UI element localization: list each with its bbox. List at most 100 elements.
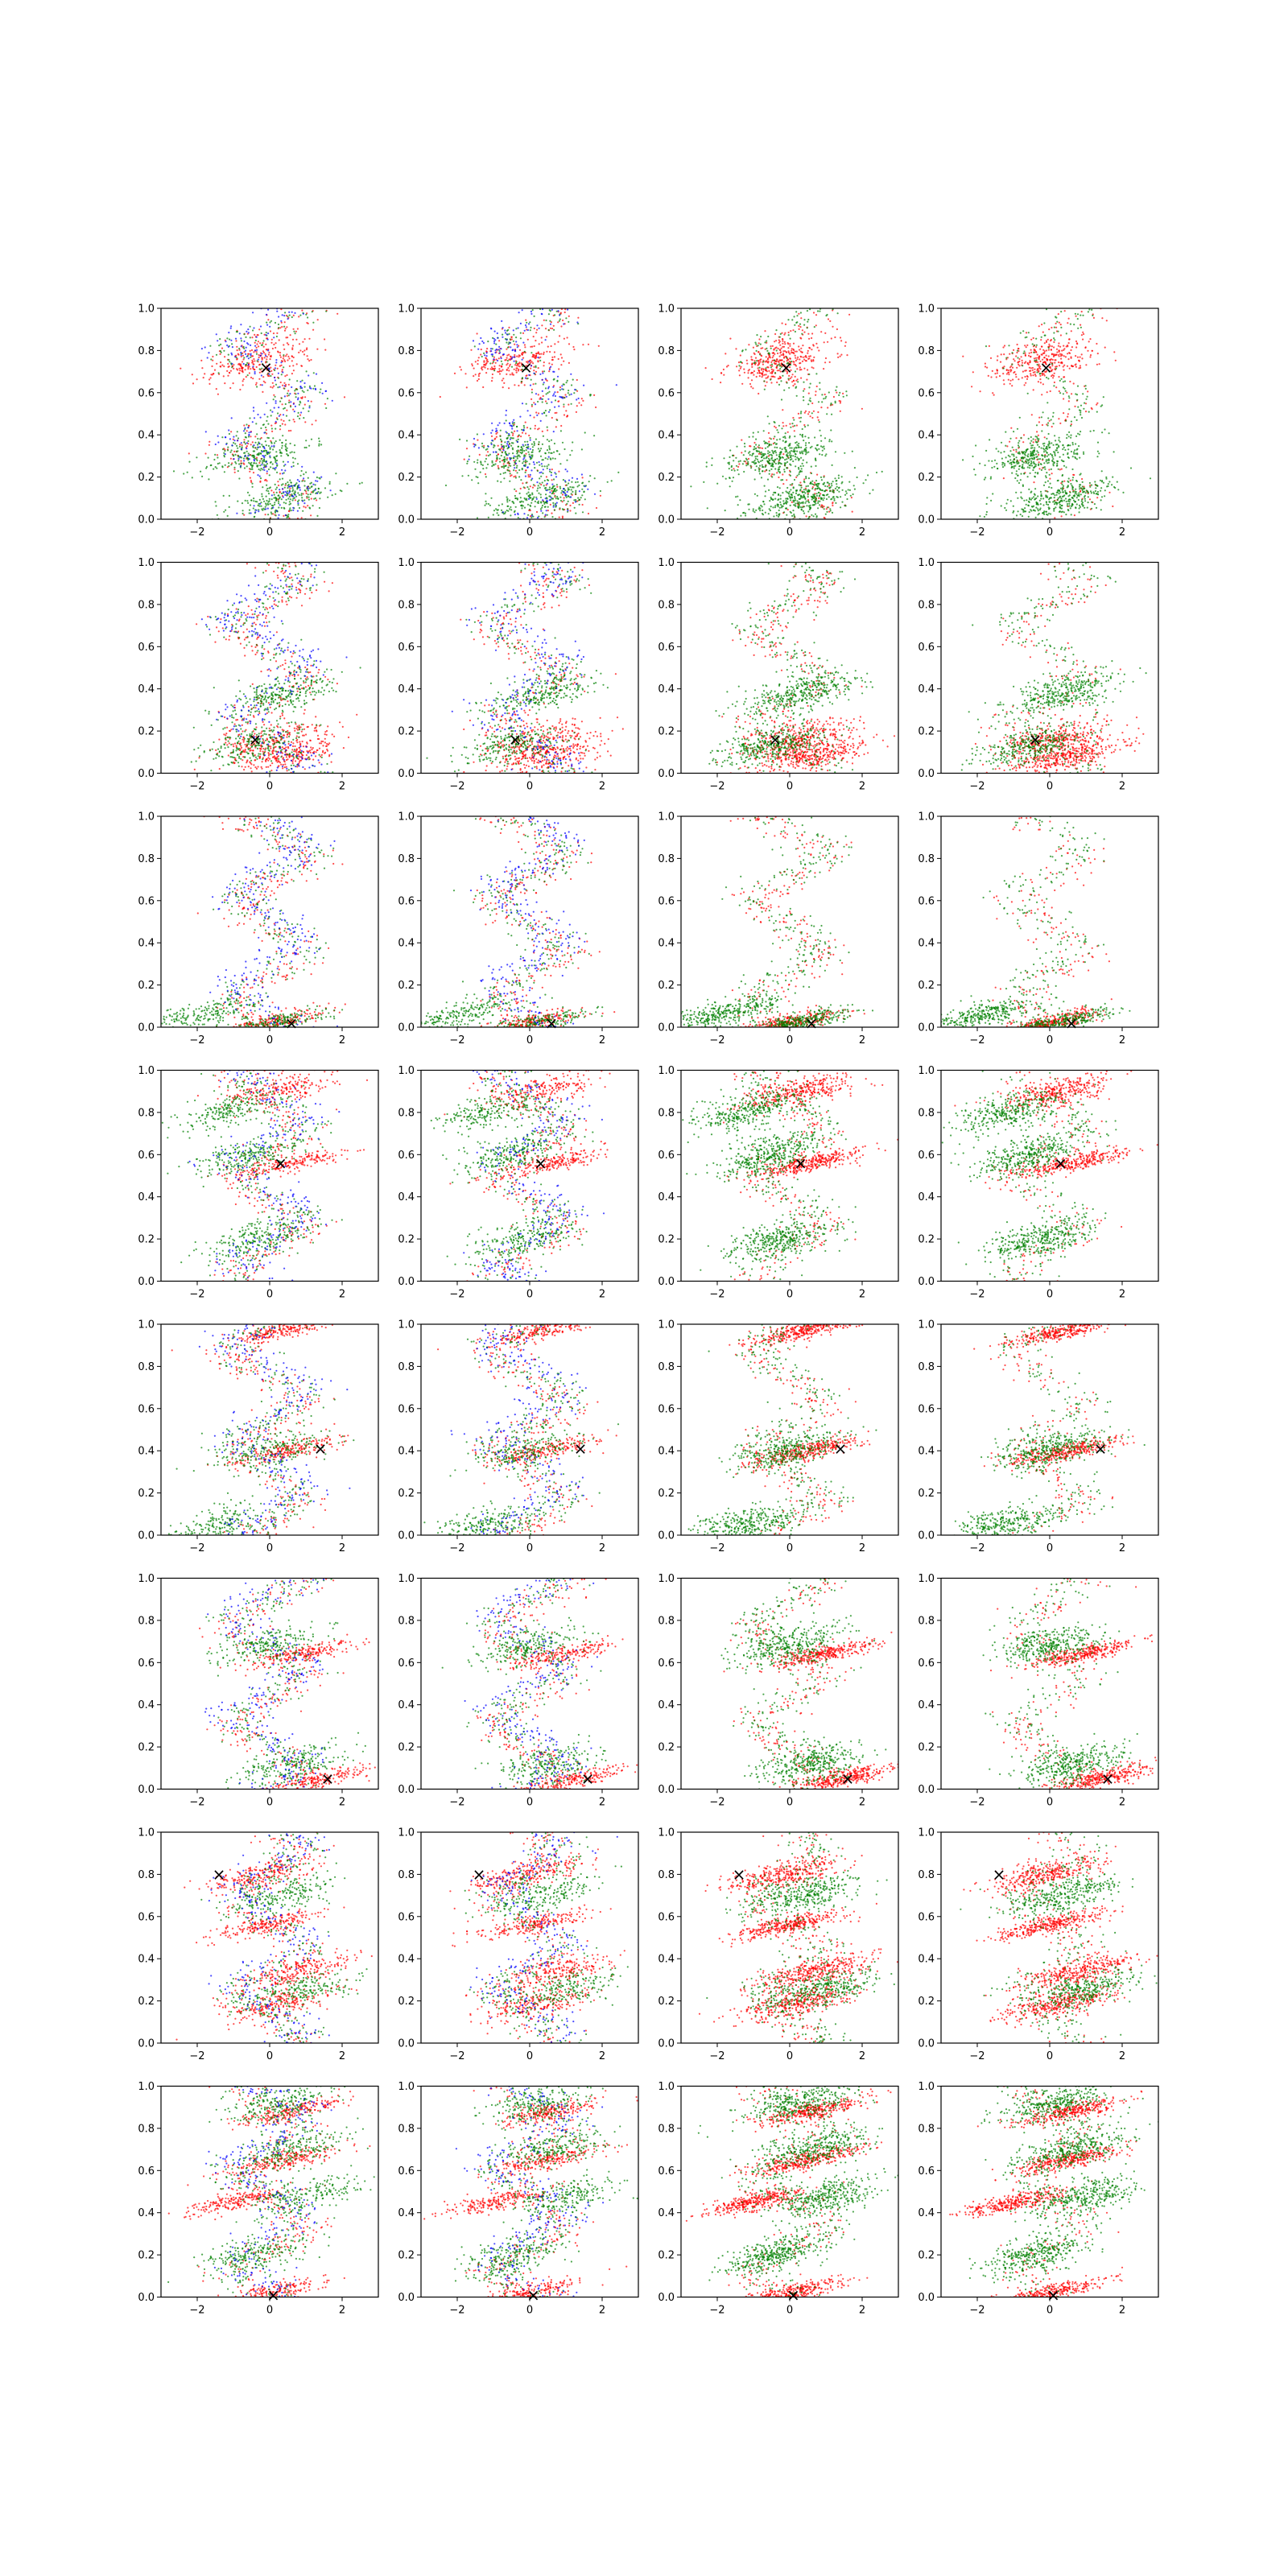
point xyxy=(1043,436,1046,439)
point xyxy=(816,310,819,312)
point xyxy=(551,483,554,485)
point xyxy=(249,477,251,479)
point xyxy=(1055,348,1059,350)
point xyxy=(253,351,255,353)
point xyxy=(291,499,294,502)
point xyxy=(544,410,547,412)
point xyxy=(335,473,337,475)
point xyxy=(1031,366,1034,369)
point xyxy=(801,351,803,353)
point xyxy=(278,484,280,487)
point xyxy=(760,504,762,507)
point xyxy=(254,349,257,352)
point xyxy=(214,501,217,503)
point xyxy=(496,429,498,432)
point xyxy=(289,452,291,454)
y-tick-label: 0.8 xyxy=(138,345,155,357)
point xyxy=(524,475,527,477)
point xyxy=(779,344,782,346)
point xyxy=(518,469,521,472)
point xyxy=(262,466,265,469)
point xyxy=(233,442,235,444)
point xyxy=(496,512,498,514)
point xyxy=(214,453,217,456)
point xyxy=(823,483,825,485)
point xyxy=(242,510,244,512)
point xyxy=(1055,365,1057,368)
point xyxy=(729,477,731,480)
point xyxy=(996,369,998,371)
point xyxy=(578,490,581,493)
point xyxy=(275,402,277,404)
point xyxy=(807,413,810,415)
point xyxy=(248,372,250,374)
point xyxy=(827,407,829,409)
point xyxy=(518,365,520,367)
point xyxy=(509,456,511,460)
point xyxy=(803,512,806,514)
point xyxy=(567,495,570,497)
point xyxy=(532,461,535,464)
point xyxy=(490,366,493,369)
point xyxy=(280,397,283,399)
point xyxy=(790,489,792,491)
point xyxy=(283,491,285,493)
point xyxy=(497,359,499,362)
point xyxy=(540,312,543,315)
point xyxy=(780,362,782,365)
point xyxy=(555,476,558,478)
point xyxy=(287,359,289,361)
point xyxy=(534,424,537,427)
point xyxy=(1047,417,1050,419)
point xyxy=(291,355,293,357)
point xyxy=(786,486,789,489)
point xyxy=(314,484,316,486)
point xyxy=(480,349,482,351)
point xyxy=(551,308,553,311)
point xyxy=(817,485,819,487)
point xyxy=(471,363,473,365)
point xyxy=(265,495,267,497)
point xyxy=(254,441,257,444)
point xyxy=(807,320,809,323)
point xyxy=(259,416,262,419)
point xyxy=(528,361,530,363)
point xyxy=(509,480,511,482)
point xyxy=(835,502,837,505)
point xyxy=(1041,394,1043,396)
point xyxy=(1063,380,1067,382)
point xyxy=(303,506,305,508)
point xyxy=(266,451,269,454)
point xyxy=(1045,341,1048,344)
point xyxy=(789,423,791,425)
point xyxy=(510,436,512,439)
point xyxy=(317,490,320,493)
point xyxy=(303,446,306,449)
point xyxy=(576,481,579,483)
point xyxy=(503,456,506,459)
point xyxy=(331,399,333,402)
point xyxy=(774,341,776,343)
point xyxy=(289,442,291,445)
point xyxy=(244,349,247,352)
point xyxy=(584,485,586,488)
point xyxy=(538,492,540,494)
point xyxy=(841,481,844,484)
point xyxy=(486,463,489,466)
point xyxy=(569,485,572,489)
point xyxy=(808,355,811,357)
point xyxy=(259,342,262,345)
point xyxy=(286,394,288,397)
point xyxy=(558,516,560,518)
point xyxy=(268,474,270,477)
point xyxy=(535,497,538,501)
point xyxy=(576,390,579,392)
point xyxy=(533,496,535,498)
point xyxy=(808,516,811,518)
point xyxy=(301,465,303,468)
point xyxy=(474,468,477,470)
point xyxy=(485,350,488,353)
point xyxy=(502,472,505,474)
point xyxy=(287,392,289,394)
point xyxy=(243,340,246,343)
